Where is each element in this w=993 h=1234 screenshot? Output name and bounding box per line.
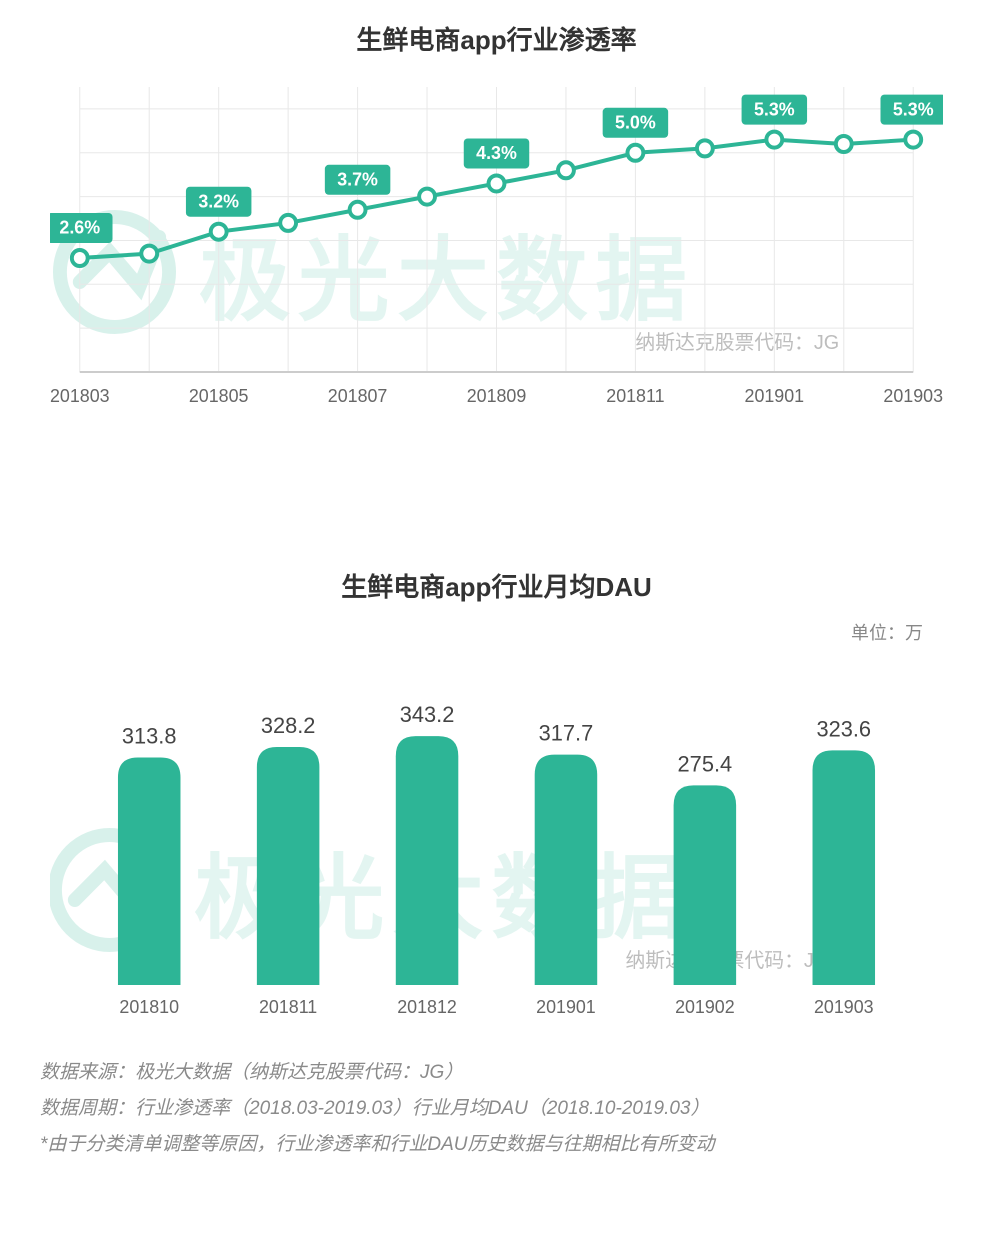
line-chart: 极光大数据纳斯达克股票代码：JG 2.6% 3.2% 3.7% 4.3% 5.0% 5.3%… [50, 77, 943, 417]
x-tick-label: 201903 [814, 997, 874, 1017]
value-badge: 5.3% [880, 95, 943, 125]
x-tick-label: 201901 [536, 997, 596, 1017]
svg-text:5.0%: 5.0% [615, 112, 656, 132]
bar [674, 785, 737, 985]
bar [118, 757, 181, 985]
x-tick-label: 201803 [50, 386, 110, 406]
bar [396, 736, 459, 985]
bar [535, 755, 598, 985]
bar [257, 747, 320, 985]
svg-text:3.2%: 3.2% [198, 191, 239, 211]
x-tick-label: 201807 [328, 386, 388, 406]
svg-text:5.3%: 5.3% [893, 99, 934, 119]
value-badge: 5.0% [603, 108, 668, 138]
chart2-title: 生鲜电商app行业月均DAU [40, 567, 953, 604]
footer-notes: 数据来源：极光大数据（纳斯达克股票代码：JG） 数据周期：行业渗透率（2018.… [0, 1045, 993, 1183]
bar-value-label: 317.7 [539, 721, 594, 746]
svg-text:4.3%: 4.3% [476, 143, 517, 163]
x-tick-label: 201902 [675, 997, 735, 1017]
x-tick-label: 201805 [189, 386, 249, 406]
data-marker [905, 132, 921, 148]
dau-section: 生鲜电商app行业月均DAU 单位：万 极光大数据纳斯达克股票代码：JG313.… [0, 547, 993, 1045]
bar-value-label: 343.2 [400, 702, 455, 727]
bar-value-label: 313.8 [122, 723, 177, 748]
data-marker [211, 224, 227, 240]
bar-value-label: 323.6 [816, 716, 871, 741]
data-marker [419, 189, 435, 205]
svg-text:3.7%: 3.7% [337, 169, 378, 189]
value-badge: 3.2% [186, 187, 251, 217]
bar [813, 750, 876, 985]
value-badge: 2.6% [50, 213, 113, 243]
data-marker [489, 175, 505, 191]
data-marker [72, 250, 88, 266]
svg-text:5.3%: 5.3% [754, 99, 795, 119]
data-marker [141, 246, 157, 262]
bar-chart: 极光大数据纳斯达克股票代码：JG313.8201810328.220181134… [50, 655, 943, 1025]
watermark-sub: 纳斯达克股票代码：JG [635, 331, 839, 354]
footer-line-2: 数据周期：行业渗透率（2018.03-2019.03）行业月均DAU（2018.… [40, 1091, 953, 1127]
x-tick-label: 201901 [745, 386, 805, 406]
data-marker [627, 145, 643, 161]
data-marker [836, 136, 852, 152]
chart1-title: 生鲜电商app行业渗透率 [40, 20, 953, 57]
data-marker [350, 202, 366, 218]
value-badge: 5.3% [742, 95, 807, 125]
footer-line-1: 数据来源：极光大数据（纳斯达克股票代码：JG） [40, 1055, 953, 1091]
data-marker [766, 132, 782, 148]
x-tick-label: 201810 [119, 997, 179, 1017]
data-marker [280, 215, 296, 231]
x-tick-label: 201811 [259, 997, 317, 1017]
x-tick-label: 201811 [606, 386, 664, 406]
data-marker [697, 140, 713, 156]
data-marker [558, 162, 574, 178]
x-tick-label: 201809 [467, 386, 527, 406]
penetration-section: 生鲜电商app行业渗透率 极光大数据纳斯达克股票代码：JG 2.6% 3.2% 3.7… [0, 0, 993, 437]
value-badge: 4.3% [464, 138, 529, 168]
bar-value-label: 328.2 [261, 713, 316, 738]
watermark-text: 极光大数据 [199, 230, 695, 332]
chart2-unit: 单位：万 [40, 619, 953, 645]
x-tick-label: 201903 [883, 386, 943, 406]
value-badge: 3.7% [325, 165, 390, 195]
svg-text:2.6%: 2.6% [59, 218, 100, 238]
footer-line-3: *由于分类清单调整等原因，行业渗透率和行业DAU历史数据与往期相比有所变动 [40, 1127, 953, 1163]
bar-value-label: 275.4 [678, 751, 733, 776]
x-tick-label: 201812 [397, 997, 457, 1017]
